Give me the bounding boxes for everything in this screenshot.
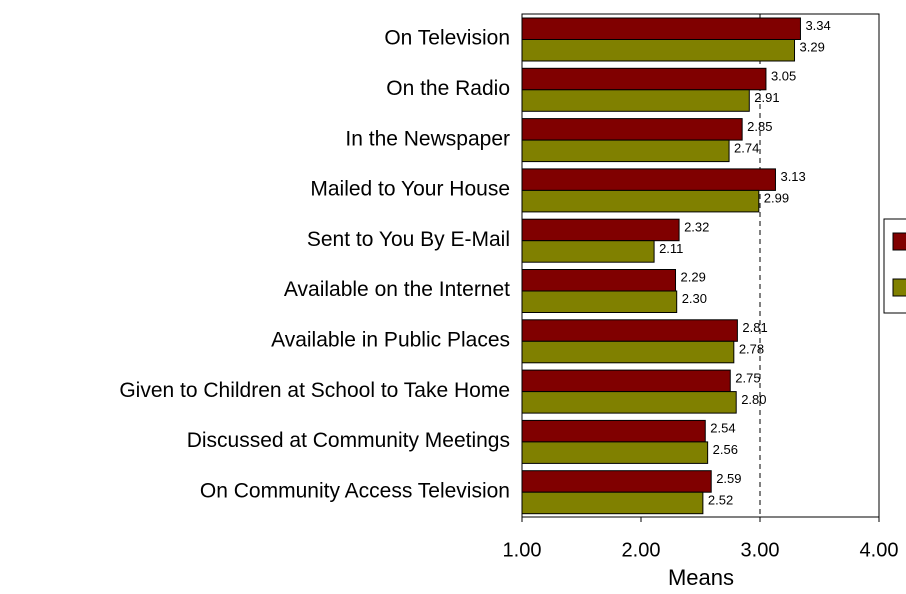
value-label: 2.59 [716, 471, 741, 486]
legend-swatch [892, 278, 906, 297]
x-tick-label: 4.00 [860, 539, 899, 561]
value-label: 2.54 [710, 421, 735, 436]
bar [521, 269, 677, 292]
bar [521, 470, 712, 493]
value-label: 2.85 [747, 119, 772, 134]
bar [521, 17, 801, 40]
value-label: 2.56 [713, 442, 738, 457]
bar [521, 89, 750, 112]
value-label: 2.75 [735, 370, 760, 385]
y-tick-label: On Community Access Television [200, 479, 510, 502]
plot-frame [521, 13, 880, 518]
bar [521, 491, 704, 515]
y-tick-label: Sent to You By E-Mail [307, 228, 510, 251]
value-label: 3.34 [805, 18, 830, 33]
bar [521, 240, 655, 263]
x-tick-label: 1.00 [503, 539, 542, 561]
value-label: 2.99 [764, 191, 789, 206]
value-label: 2.30 [682, 291, 707, 306]
bar [521, 290, 678, 313]
y-tick-label: Available in Public Places [271, 328, 510, 351]
y-tick-label: On the Radio [386, 77, 510, 100]
value-label: 3.29 [800, 40, 825, 55]
value-label: 2.80 [741, 392, 766, 407]
value-label: 2.81 [742, 320, 767, 335]
y-tick-label: Discussed at Community Meetings [187, 429, 510, 452]
bar [521, 218, 680, 242]
bar [521, 67, 767, 91]
value-label: 2.29 [681, 270, 706, 285]
y-tick-label: Mailed to Your House [310, 178, 510, 201]
value-label: 2.32 [684, 219, 709, 234]
bar [521, 419, 706, 443]
bar [521, 139, 730, 163]
bar [521, 340, 735, 364]
value-label: 3.05 [771, 68, 796, 83]
y-tick-label: Given to Children at School to Take Home [119, 379, 510, 402]
value-label: 2.78 [739, 341, 764, 356]
x-axis-title: Means [668, 565, 734, 590]
bar [521, 319, 738, 342]
y-tick-label: Available on the Internet [284, 278, 510, 301]
x-tick-label: 2.00 [622, 539, 661, 561]
value-label: 2.74 [734, 140, 759, 155]
bar [521, 39, 796, 62]
value-label: 2.91 [754, 90, 779, 105]
x-tick-label: 3.00 [741, 539, 780, 561]
y-tick-label: On Television [384, 27, 510, 50]
bar [521, 168, 776, 191]
bar [521, 189, 760, 213]
legend-swatch [892, 232, 906, 251]
bar [521, 118, 743, 141]
bar [521, 369, 731, 393]
legend-frame [883, 218, 906, 314]
bar [521, 391, 737, 414]
bar [521, 441, 709, 464]
value-label: 3.13 [780, 169, 805, 184]
y-tick-label: In the Newspaper [345, 127, 510, 150]
value-label: 2.11 [659, 241, 683, 256]
value-label: 2.52 [708, 492, 733, 507]
